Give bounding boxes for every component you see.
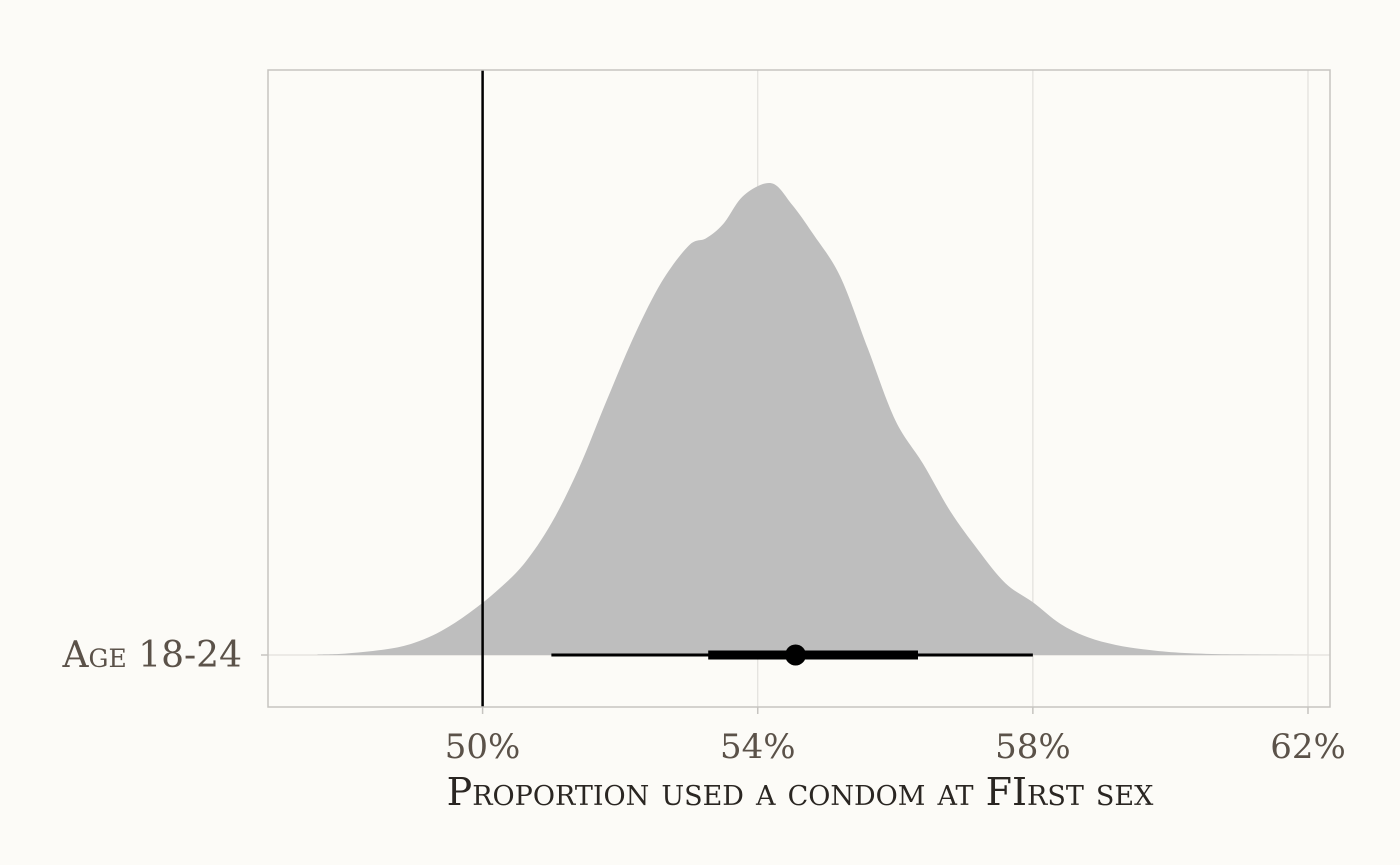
density-layer: [317, 182, 1308, 655]
density-area: [317, 182, 1308, 655]
x-axis-ticks: 50% 54% 58% 62%: [261, 654, 1346, 767]
x-tick-label-1: 54%: [720, 727, 796, 767]
x-tick-label-3: 62%: [1270, 727, 1346, 767]
x-axis-title: Proportion used a condom at FIrst sex: [447, 770, 1155, 814]
interval-layer: [551, 644, 1033, 666]
point-estimate: [785, 644, 807, 666]
x-tick-label-0: 50%: [445, 727, 521, 767]
panel-border: [267, 69, 1331, 708]
category-label: Age 18-24: [62, 635, 242, 676]
x-tick-label-2: 58%: [995, 727, 1071, 767]
